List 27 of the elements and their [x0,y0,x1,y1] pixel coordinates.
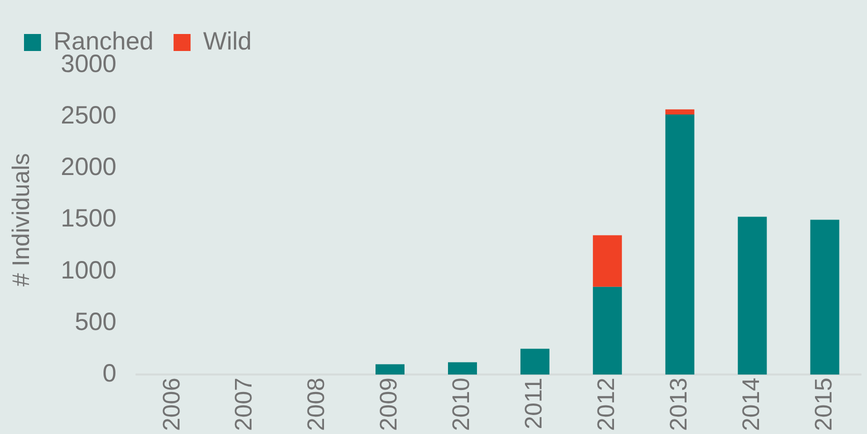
x-tick-label: 2010 [448,378,476,431]
bar [448,362,477,375]
y-tick-label: 0 [102,360,116,388]
x-tick-label: 2007 [230,378,258,431]
y-tick-label: 1500 [60,204,116,233]
x-tick-label: 2009 [376,378,403,431]
bar [592,286,622,375]
x-tick-label: 2011 [520,378,548,430]
bar [738,216,767,375]
bar [592,235,622,287]
x-tick-label: 2015 [810,378,838,431]
y-axis-title: # Individuals [8,153,36,287]
x-tick-label: 2014 [738,378,765,431]
legend-label: Wild [203,27,252,56]
bar [665,114,694,375]
bar [520,348,550,375]
x-tick-label: 2013 [665,378,692,431]
bar [665,109,694,115]
x-tick-label: 2012 [593,378,620,431]
x-tick-label: 2006 [158,378,186,431]
bar [376,364,405,375]
y-tick-label: 1000 [60,256,116,284]
x-tick-label: 2008 [303,378,330,431]
bar [810,220,840,375]
y-tick-label: 500 [74,308,116,336]
y-tick-label: 2500 [60,101,116,130]
y-tick-label: 2000 [60,153,116,182]
